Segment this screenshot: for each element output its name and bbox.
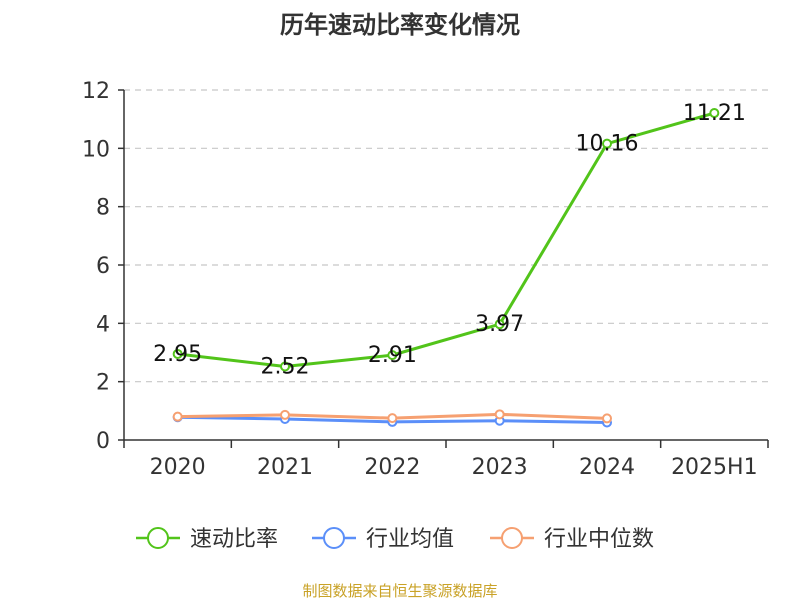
legend-marker-1 xyxy=(323,527,345,549)
y-tick-label-12: 12 xyxy=(82,79,110,104)
legend-label-2: 行业中位数 xyxy=(544,527,654,552)
series-2-point-2023[interactable] xyxy=(494,409,505,420)
series xyxy=(172,108,720,428)
series-2-point-2022[interactable] xyxy=(387,413,398,424)
x-tick-label-2021: 2021 xyxy=(257,455,313,480)
legend-marker-2 xyxy=(501,527,523,549)
y-tick-label-10: 10 xyxy=(82,137,110,162)
legend-item-2[interactable]: 行业中位数 xyxy=(490,527,654,552)
x-tick-label-2023: 2023 xyxy=(472,455,528,480)
y-tick-label-6: 6 xyxy=(96,254,110,279)
x-tick-label-2020: 2020 xyxy=(150,455,206,480)
series-0-point-2024[interactable] xyxy=(602,138,612,149)
x-tick-label-2024: 2024 xyxy=(579,455,635,480)
data-labels: 2.95 2.52 2.91 3.97 10.16 11.21 xyxy=(153,101,746,379)
y-tick-label-4: 4 xyxy=(96,312,110,337)
grid xyxy=(124,89,768,383)
y-tick-label-8: 8 xyxy=(96,196,110,221)
series-2-point-2021[interactable] xyxy=(280,409,290,420)
chart-title: 历年速动比率变化情况 xyxy=(280,11,520,39)
legend-item-1[interactable]: 行业均值 xyxy=(312,527,454,552)
legend[interactable]: 速动比率 行业均值 行业中位数 xyxy=(136,527,654,552)
series-0-point-2023[interactable] xyxy=(494,319,505,330)
series-line-0 xyxy=(177,111,715,368)
series-2-point-2024[interactable] xyxy=(602,413,612,424)
axes: 0 2 4 6 8 10 12 2020 2021 2022 2023 2024 2025H1 xyxy=(82,79,769,480)
series-0-point-2020[interactable] xyxy=(172,348,183,359)
data-label-2025H1: 11.21 xyxy=(683,101,746,126)
y-tick-label-0: 0 xyxy=(96,429,110,454)
series-0-point-2021[interactable] xyxy=(280,361,290,372)
legend-item-0[interactable]: 速动比率 xyxy=(136,527,278,552)
x-tick-label-2022: 2022 xyxy=(364,455,420,480)
legend-marker-0 xyxy=(147,527,169,549)
series-0-point-2025H1[interactable] xyxy=(709,108,720,119)
legend-label-1: 行业均值 xyxy=(366,527,454,552)
data-label-2022: 2.91 xyxy=(368,343,417,368)
data-label-2024: 10.16 xyxy=(576,132,639,157)
legend-label-0: 速动比率 xyxy=(190,527,278,552)
series-0-point-2022[interactable] xyxy=(387,350,398,361)
data-label-2021: 2.52 xyxy=(261,355,310,380)
x-tick-label-2025H1: 2025H1 xyxy=(671,455,758,480)
source-note: 制图数据来自恒生聚源数据库 xyxy=(302,582,497,600)
y-tick-label-2: 2 xyxy=(96,371,110,396)
data-label-2020: 2.95 xyxy=(153,342,202,367)
data-label-2023: 3.97 xyxy=(475,312,524,337)
series-2-point-2020[interactable] xyxy=(172,411,183,422)
